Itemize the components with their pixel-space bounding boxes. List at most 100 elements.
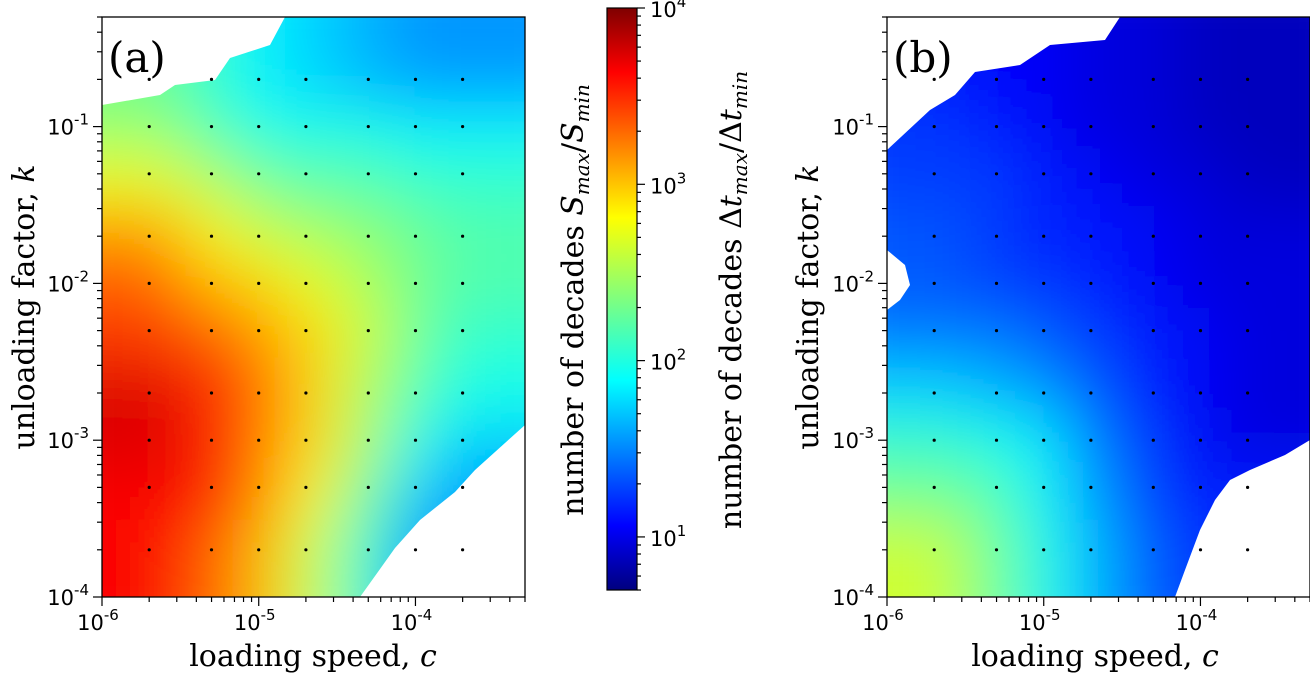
sample-point-b — [1246, 125, 1250, 129]
heat-cell-b — [1122, 307, 1178, 363]
heat-cell-b — [1176, 17, 1226, 104]
sample-point-a — [257, 329, 261, 333]
heat-cell-b — [965, 361, 1022, 418]
heat-cell-a — [282, 102, 339, 152]
sample-point-b — [932, 172, 936, 176]
sample-point-b — [1151, 548, 1155, 552]
heat-cell-a — [439, 17, 525, 104]
heat-cell-b — [1067, 150, 1124, 206]
sample-point-b — [1246, 485, 1250, 489]
heat-cell-b — [887, 150, 967, 206]
sample-point-b — [1151, 234, 1155, 238]
sample-point-a — [257, 548, 261, 552]
colorbar-label-left: number of decades Smax/Smin — [556, 84, 594, 516]
heat-cell-a — [235, 150, 284, 206]
y-tick-label-b: 10-1 — [832, 111, 874, 140]
sample-point-a — [461, 281, 465, 285]
heat-cell-b — [965, 102, 1022, 152]
heat-cell-a — [102, 518, 182, 597]
heat-cell-b — [1176, 150, 1226, 206]
sample-point-b — [1042, 391, 1046, 395]
heat-cell-a — [102, 307, 182, 363]
sample-point-b — [1246, 281, 1250, 285]
heat-cell-a — [235, 463, 284, 520]
heat-cell-a — [391, 307, 441, 363]
heat-cell-a — [102, 361, 182, 418]
panel-b: 10-6 10-5 10-4 10-4 10-3 10-2 10-1 (b) loading… — [791, 16, 1310, 674]
sample-point-a — [257, 172, 261, 176]
heat-cell-a — [337, 416, 393, 465]
heat-cell-a — [102, 150, 182, 206]
heat-cell-b — [1020, 204, 1069, 261]
sample-point-a — [209, 234, 214, 238]
heat-cell-b — [887, 463, 967, 520]
sample-point-b — [1198, 438, 1203, 442]
heat-cell-a — [391, 204, 441, 261]
sample-point-a — [209, 548, 214, 552]
heat-cell-a — [439, 102, 525, 152]
heat-cell-b — [1122, 17, 1178, 104]
sample-point-a — [461, 234, 465, 238]
sample-point-b — [1151, 125, 1155, 129]
heat-cell-a — [180, 204, 237, 261]
y-tick-label-a: 10-3 — [47, 424, 89, 453]
sample-point-b — [1198, 77, 1203, 81]
colorbar-label-right: number of decades Δtmax/Δtmin — [714, 71, 752, 529]
sample-point-a — [257, 77, 261, 81]
sample-point-a — [413, 125, 418, 129]
axes-frame-a — [101, 16, 526, 598]
heat-cell-b — [1224, 361, 1310, 418]
heat-cell-a — [282, 17, 339, 104]
sample-point-a — [366, 125, 370, 129]
sample-point-b — [1042, 329, 1046, 333]
sample-point-b — [1151, 329, 1155, 333]
sample-point-b — [994, 548, 999, 552]
sample-point-a — [209, 281, 214, 285]
heat-cell-a — [337, 307, 393, 363]
heat-cell-b — [1176, 361, 1226, 418]
sample-point-b — [1198, 234, 1203, 238]
heat-cell-a — [235, 204, 284, 261]
sample-point-a — [461, 329, 465, 333]
heat-cell-b — [1067, 416, 1124, 465]
heatmap-a — [102, 17, 525, 597]
heat-cell-a — [282, 307, 339, 363]
sample-point-b — [1246, 77, 1250, 81]
sample-point-a — [366, 234, 370, 238]
sample-point-b — [1246, 438, 1250, 442]
sample-point-b — [1042, 234, 1046, 238]
heat-cell-a — [337, 361, 393, 418]
heat-cell-a — [180, 307, 237, 363]
sample-points-b — [932, 77, 1250, 552]
heat-cell-a — [102, 102, 182, 152]
heat-cell-a — [180, 416, 237, 465]
heat-cell-b — [1122, 259, 1178, 308]
colorbar: 101 102 103 104 number of decades Smax/Smin… — [556, 0, 752, 591]
sample-point-a — [304, 485, 308, 489]
heat-cell-b — [1067, 204, 1124, 261]
sample-point-a — [147, 172, 151, 176]
heat-cell-a — [337, 102, 393, 152]
heat-cell-b — [965, 150, 1022, 206]
sample-point-b — [1042, 172, 1046, 176]
heat-cell-b — [1122, 361, 1178, 418]
sample-point-b — [1089, 548, 1093, 552]
heat-cell-b — [965, 518, 1022, 597]
colorbar-tick-label: 101 — [650, 522, 686, 551]
heat-cell-a — [180, 518, 237, 597]
sample-point-a — [304, 77, 308, 81]
heat-cell-b — [1067, 102, 1124, 152]
sample-point-a — [304, 329, 308, 333]
x-tick-label-a: 10-4 — [391, 606, 433, 635]
sample-point-b — [1042, 125, 1046, 129]
sample-point-b — [1198, 391, 1203, 395]
heat-cell-b — [1122, 518, 1178, 597]
sample-point-a — [304, 172, 308, 176]
heat-cell-b — [1067, 518, 1124, 597]
heat-cell-a — [337, 463, 393, 520]
sample-point-a — [461, 485, 465, 489]
heat-cell-a — [439, 150, 525, 206]
sample-point-b — [1151, 391, 1155, 395]
sample-point-b — [1089, 125, 1093, 129]
